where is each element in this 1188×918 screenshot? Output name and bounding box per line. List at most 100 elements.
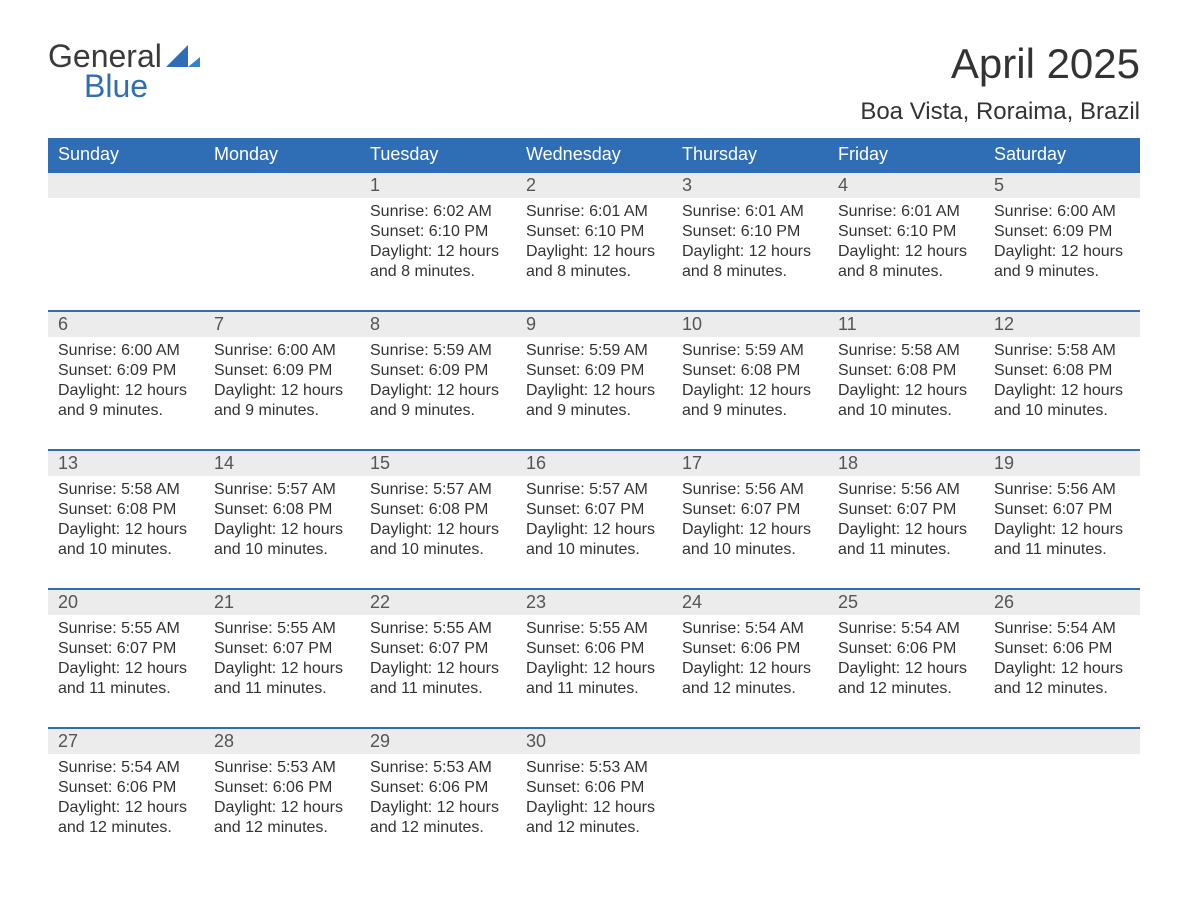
day-details: Sunrise: 5:58 AMSunset: 6:08 PMDaylight:…: [984, 337, 1140, 449]
day-number: 23: [516, 590, 672, 615]
sunrise-line: Sunrise: 5:58 AM: [994, 341, 1130, 361]
day-number: 18: [828, 451, 984, 476]
day-details: Sunrise: 5:53 AMSunset: 6:06 PMDaylight:…: [360, 754, 516, 866]
day-details: [984, 754, 1140, 866]
daylight-line: Daylight: 12 hours and 9 minutes.: [58, 381, 194, 421]
daylight-line: Daylight: 12 hours and 10 minutes.: [214, 520, 350, 560]
day-number: 12: [984, 312, 1140, 337]
day-number: 28: [204, 729, 360, 754]
daylight-line: Daylight: 12 hours and 8 minutes.: [682, 242, 818, 282]
sunset-line: Sunset: 6:08 PM: [994, 361, 1130, 381]
details-row: Sunrise: 6:02 AMSunset: 6:10 PMDaylight:…: [48, 198, 1140, 310]
sunset-line: Sunset: 6:09 PM: [994, 222, 1130, 242]
sunrise-line: Sunrise: 6:00 AM: [214, 341, 350, 361]
sunrise-line: Sunrise: 5:54 AM: [682, 619, 818, 639]
day-details: Sunrise: 5:54 AMSunset: 6:06 PMDaylight:…: [984, 615, 1140, 727]
daylight-line: Daylight: 12 hours and 8 minutes.: [838, 242, 974, 282]
daylight-line: Daylight: 12 hours and 11 minutes.: [526, 659, 662, 699]
daylight-line: Daylight: 12 hours and 11 minutes.: [994, 520, 1130, 560]
day-details: Sunrise: 5:56 AMSunset: 6:07 PMDaylight:…: [984, 476, 1140, 588]
day-details: Sunrise: 5:55 AMSunset: 6:06 PMDaylight:…: [516, 615, 672, 727]
sunset-line: Sunset: 6:06 PM: [838, 639, 974, 659]
sunrise-line: Sunrise: 5:56 AM: [838, 480, 974, 500]
day-number: 4: [828, 173, 984, 198]
daylight-line: Daylight: 12 hours and 9 minutes.: [682, 381, 818, 421]
day-details: Sunrise: 6:00 AMSunset: 6:09 PMDaylight:…: [204, 337, 360, 449]
sunrise-line: Sunrise: 6:01 AM: [682, 202, 818, 222]
sunrise-line: Sunrise: 5:57 AM: [526, 480, 662, 500]
day-details: Sunrise: 5:59 AMSunset: 6:09 PMDaylight:…: [516, 337, 672, 449]
daynum-row: 6789101112: [48, 312, 1140, 337]
dow-cell: Saturday: [984, 138, 1140, 171]
daynum-row: 12345: [48, 173, 1140, 198]
daynum-row: 20212223242526: [48, 590, 1140, 615]
daylight-line: Daylight: 12 hours and 8 minutes.: [370, 242, 506, 282]
sunset-line: Sunset: 6:06 PM: [526, 639, 662, 659]
daylight-line: Daylight: 12 hours and 9 minutes.: [526, 381, 662, 421]
day-number: 25: [828, 590, 984, 615]
day-details: Sunrise: 5:54 AMSunset: 6:06 PMDaylight:…: [48, 754, 204, 866]
week-row: 20212223242526Sunrise: 5:55 AMSunset: 6:…: [48, 588, 1140, 727]
day-details: Sunrise: 5:56 AMSunset: 6:07 PMDaylight:…: [828, 476, 984, 588]
day-number: 6: [48, 312, 204, 337]
daylight-line: Daylight: 12 hours and 9 minutes.: [370, 381, 506, 421]
sunset-line: Sunset: 6:07 PM: [58, 639, 194, 659]
sunset-line: Sunset: 6:08 PM: [58, 500, 194, 520]
day-details: Sunrise: 6:00 AMSunset: 6:09 PMDaylight:…: [48, 337, 204, 449]
sunset-line: Sunset: 6:08 PM: [838, 361, 974, 381]
day-number: 19: [984, 451, 1140, 476]
day-details: Sunrise: 6:01 AMSunset: 6:10 PMDaylight:…: [516, 198, 672, 310]
day-details: Sunrise: 5:57 AMSunset: 6:08 PMDaylight:…: [204, 476, 360, 588]
sunset-line: Sunset: 6:08 PM: [682, 361, 818, 381]
daylight-line: Daylight: 12 hours and 12 minutes.: [214, 798, 350, 838]
sunset-line: Sunset: 6:07 PM: [370, 639, 506, 659]
day-details: Sunrise: 5:58 AMSunset: 6:08 PMDaylight:…: [828, 337, 984, 449]
day-details: Sunrise: 5:53 AMSunset: 6:06 PMDaylight:…: [204, 754, 360, 866]
day-number: 16: [516, 451, 672, 476]
sunrise-line: Sunrise: 6:00 AM: [994, 202, 1130, 222]
sunset-line: Sunset: 6:07 PM: [994, 500, 1130, 520]
logo: General Blue: [48, 40, 200, 102]
sunrise-line: Sunrise: 5:54 AM: [994, 619, 1130, 639]
sunrise-line: Sunrise: 5:55 AM: [370, 619, 506, 639]
sunset-line: Sunset: 6:06 PM: [526, 778, 662, 798]
dow-cell: Monday: [204, 138, 360, 171]
day-details: Sunrise: 6:00 AMSunset: 6:09 PMDaylight:…: [984, 198, 1140, 310]
sunrise-line: Sunrise: 5:58 AM: [58, 480, 194, 500]
details-row: Sunrise: 5:58 AMSunset: 6:08 PMDaylight:…: [48, 476, 1140, 588]
day-details: Sunrise: 5:55 AMSunset: 6:07 PMDaylight:…: [204, 615, 360, 727]
daylight-line: Daylight: 12 hours and 10 minutes.: [838, 381, 974, 421]
day-details: Sunrise: 5:58 AMSunset: 6:08 PMDaylight:…: [48, 476, 204, 588]
daylight-line: Daylight: 12 hours and 12 minutes.: [370, 798, 506, 838]
day-details: Sunrise: 6:02 AMSunset: 6:10 PMDaylight:…: [360, 198, 516, 310]
daylight-line: Daylight: 12 hours and 12 minutes.: [526, 798, 662, 838]
dow-cell: Wednesday: [516, 138, 672, 171]
daylight-line: Daylight: 12 hours and 10 minutes.: [682, 520, 818, 560]
sunrise-line: Sunrise: 5:59 AM: [682, 341, 818, 361]
daylight-line: Daylight: 12 hours and 10 minutes.: [370, 520, 506, 560]
sunrise-line: Sunrise: 5:59 AM: [370, 341, 506, 361]
day-details: [672, 754, 828, 866]
day-details: Sunrise: 5:57 AMSunset: 6:07 PMDaylight:…: [516, 476, 672, 588]
sunrise-line: Sunrise: 6:00 AM: [58, 341, 194, 361]
logo-word-blue: Blue: [84, 70, 148, 102]
day-details: Sunrise: 6:01 AMSunset: 6:10 PMDaylight:…: [672, 198, 828, 310]
day-details: Sunrise: 5:54 AMSunset: 6:06 PMDaylight:…: [828, 615, 984, 727]
day-number: 11: [828, 312, 984, 337]
dow-cell: Friday: [828, 138, 984, 171]
daylight-line: Daylight: 12 hours and 12 minutes.: [58, 798, 194, 838]
day-number: 13: [48, 451, 204, 476]
sunrise-line: Sunrise: 5:53 AM: [370, 758, 506, 778]
sunset-line: Sunset: 6:10 PM: [370, 222, 506, 242]
sunset-line: Sunset: 6:09 PM: [526, 361, 662, 381]
week-row: 27282930Sunrise: 5:54 AMSunset: 6:06 PMD…: [48, 727, 1140, 866]
sunrise-line: Sunrise: 6:01 AM: [526, 202, 662, 222]
daylight-line: Daylight: 12 hours and 10 minutes.: [58, 520, 194, 560]
details-row: Sunrise: 5:55 AMSunset: 6:07 PMDaylight:…: [48, 615, 1140, 727]
sunrise-line: Sunrise: 5:56 AM: [994, 480, 1130, 500]
day-details: Sunrise: 5:59 AMSunset: 6:08 PMDaylight:…: [672, 337, 828, 449]
day-number: [48, 173, 204, 198]
day-number: 22: [360, 590, 516, 615]
day-number: 27: [48, 729, 204, 754]
day-details: Sunrise: 5:55 AMSunset: 6:07 PMDaylight:…: [360, 615, 516, 727]
